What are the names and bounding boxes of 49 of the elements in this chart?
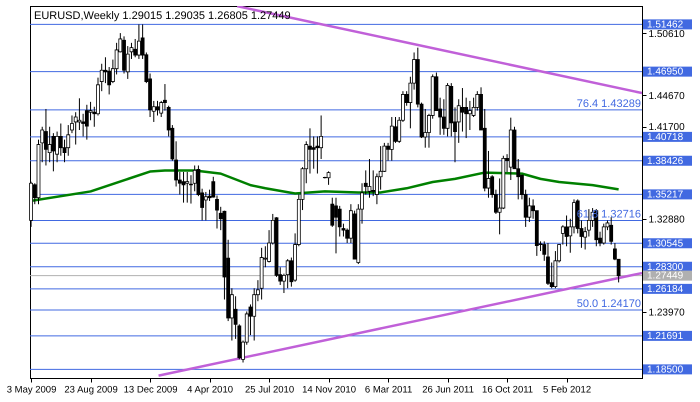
candlestick	[286, 258, 290, 289]
x-tick-label: 6 Mar 2011	[364, 384, 412, 396]
x-tick-label: 13 Dec 2009	[124, 384, 178, 396]
candlestick	[468, 100, 472, 130]
ref-line-label: 1.38426	[647, 156, 684, 167]
y-tick-label: 1.23970	[648, 308, 686, 319]
ref-line-label: 1.18500	[647, 364, 684, 376]
candlestick	[137, 24, 141, 60]
candlestick	[609, 216, 614, 246]
candlestick	[602, 223, 606, 246]
candlestick	[368, 158, 372, 198]
ref-line-label: 1.21691	[647, 330, 684, 342]
annotation: 76.4 1.43289	[576, 98, 641, 110]
y-tick-label: 1.44670	[648, 90, 686, 102]
ref-line-label: 1.51462	[647, 19, 684, 30]
candlestick	[460, 88, 464, 132]
candlestick	[390, 116, 394, 162]
x-tick-label: 25 Jul 2010	[245, 384, 294, 396]
x-tick-label: 4 Apr 2010	[187, 384, 234, 396]
y-tick-label: 1.50610	[648, 28, 686, 40]
candlestick	[326, 170, 330, 186]
y-tick-label: 1.32880	[648, 214, 686, 226]
candlestick	[156, 100, 160, 116]
candlestick	[84, 104, 89, 140]
ref-line-label: 1.35217	[647, 189, 684, 200]
x-tick-label: 23 Aug 2009	[64, 384, 118, 396]
x-tick-label: 14 Nov 2010	[302, 384, 356, 396]
annotation: 50.0 1.24170	[576, 298, 641, 310]
candlestick	[316, 136, 320, 174]
x-tick-label: 16 Oct 2011	[482, 384, 534, 396]
candlestick	[527, 197, 532, 222]
candlestick	[334, 197, 338, 254]
x-tick-label: 5 Feb 2012	[543, 384, 592, 396]
ref-line-label: 1.28300	[647, 262, 684, 273]
candlestick	[133, 38, 138, 58]
candlestick	[182, 171, 186, 204]
ref-line-label: 1.26184	[647, 284, 684, 295]
ref-line-label: 1.40718	[647, 132, 684, 143]
ref-line-label: 1.46950	[647, 66, 684, 78]
candlestick	[312, 136, 316, 170]
candlestick	[204, 191, 208, 221]
candlestick	[308, 128, 312, 174]
y-tick-label: 1.41700	[648, 122, 686, 134]
x-tick-label: 26 Jun 2011	[422, 384, 474, 396]
ref-line-label: 1.27449	[647, 270, 684, 282]
x-tick-label: 3 May 2009	[6, 384, 56, 396]
candlestick	[423, 108, 428, 148]
ref-line-label: 1.30545	[647, 238, 684, 250]
candlestick	[44, 108, 48, 166]
